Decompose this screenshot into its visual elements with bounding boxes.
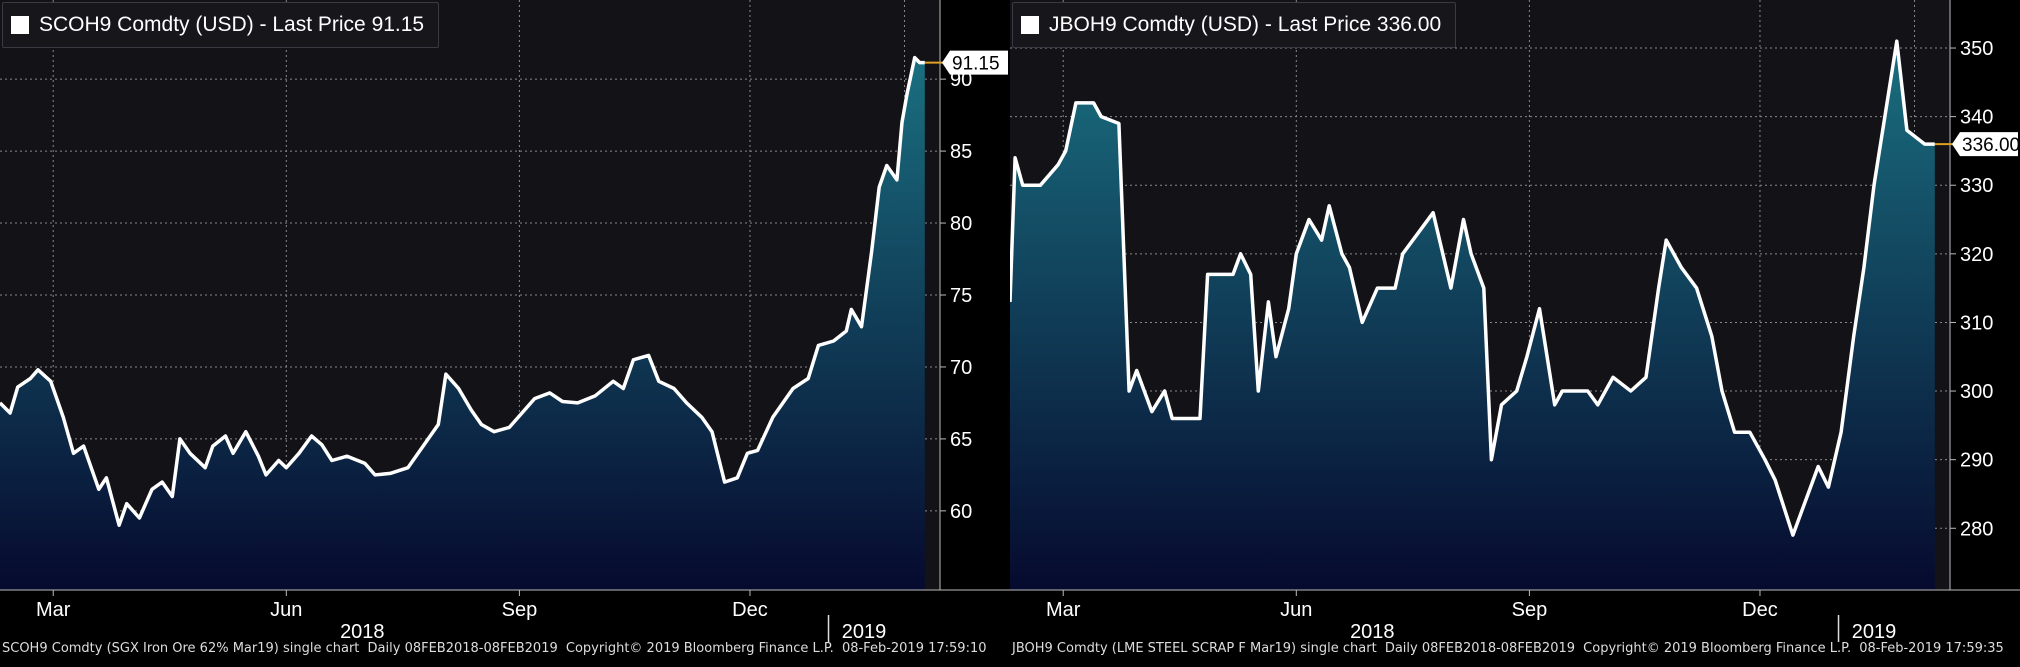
y-tick-label: 60 <box>950 501 972 523</box>
y-tick-label: 300 <box>1960 381 1993 403</box>
y-tick-label: 320 <box>1960 244 1993 266</box>
y-tick-label: 340 <box>1960 107 1993 129</box>
x-tick-label: Mar <box>36 599 71 621</box>
x-tick-label: Jun <box>270 599 302 621</box>
chart-panel-right: 280 290 300 310 320 330 340 350 336.00 Mar Jun Sep D… <box>1010 0 2020 667</box>
chart-panel-left: 60 65 70 75 80 85 90 91.15 Mar Jun Sep Dec 2018 2019 … <box>0 0 1010 656</box>
footer-right: JBOH9 Comdty (LME STEEL SCRAP F Mar19) s… <box>1012 641 2008 656</box>
y-tick-label: 330 <box>1960 175 1993 197</box>
y-tick-label: 85 <box>950 141 972 163</box>
year-label: 2018 <box>340 621 385 643</box>
price-area <box>0 57 925 591</box>
x-tick-label: Sep <box>502 599 538 621</box>
footer-copyright: Copyright© 2019 Bloomberg Finance L.P. <box>565 641 834 656</box>
last-price-label: 336.00 <box>1962 135 2020 156</box>
legend-swatch <box>11 16 29 34</box>
legend-left: SCOH9 Comdty (USD) - Last Price 91.15 <box>2 2 440 48</box>
year-label: 2019 <box>1852 621 1897 643</box>
legend-right: JBOH9 Comdty (USD) - Last Price 336.00 <box>1012 2 1457 48</box>
footer-daily: Daily 08FEB2018-08FEB2019 <box>1384 641 1576 656</box>
x-tick-label: Sep <box>1512 599 1548 621</box>
price-line <box>0 55 925 527</box>
y-tick-label: 280 <box>1960 518 1993 540</box>
year-label: 2019 <box>842 621 887 643</box>
y-tick-label: 350 <box>1960 38 1993 60</box>
last-price-label: 91.15 <box>952 54 1000 75</box>
x-tick-label: Mar <box>1046 599 1081 621</box>
last-price-tag <box>1952 132 2018 157</box>
y-tick-label: 290 <box>1960 450 1993 472</box>
y-tick-label: 90 <box>950 69 972 91</box>
x-tick-label: Jun <box>1280 599 1312 621</box>
steel-scrap-chart: 280 290 300 310 320 330 340 350 336.00 Mar Jun Sep D… <box>1010 0 2020 643</box>
footer-timestamp: 08-Feb-2019 17:59:35 <box>1859 641 2004 656</box>
y-tick-label: 70 <box>950 357 972 379</box>
footer-timestamp: 08-Feb-2019 17:59:10 <box>841 641 987 656</box>
y-tick-label: 75 <box>950 285 972 307</box>
price-line <box>1010 39 1935 537</box>
footer-description: SCOH9 Comdty (SGX Iron Ore 62% Mar19) si… <box>2 641 360 656</box>
legend-swatch <box>1021 16 1039 34</box>
last-price-tag <box>942 50 1008 75</box>
y-tick-label: 65 <box>950 429 972 451</box>
footer-daily: Daily 08FEB2018-08FEB2019 <box>367 641 558 656</box>
y-tick-label: 80 <box>950 213 972 235</box>
legend-title: JBOH9 Comdty (USD) - Last Price 336.00 <box>1049 13 1442 36</box>
price-area <box>1010 41 1935 590</box>
x-tick-label: Dec <box>1742 599 1778 621</box>
footer-left: SCOH9 Comdty (SGX Iron Ore 62% Mar19) si… <box>2 641 991 656</box>
footer-description: JBOH9 Comdty (LME STEEL SCRAP F Mar19) s… <box>1012 641 1377 656</box>
x-tick-label: Dec <box>732 599 768 621</box>
year-label: 2018 <box>1350 621 1395 643</box>
footer-copyright: Copyright© 2019 Bloomberg Finance L.P. <box>1583 641 1852 656</box>
legend-title: SCOH9 Comdty (USD) - Last Price 91.15 <box>39 13 425 36</box>
y-tick-label: 310 <box>1960 312 1993 334</box>
